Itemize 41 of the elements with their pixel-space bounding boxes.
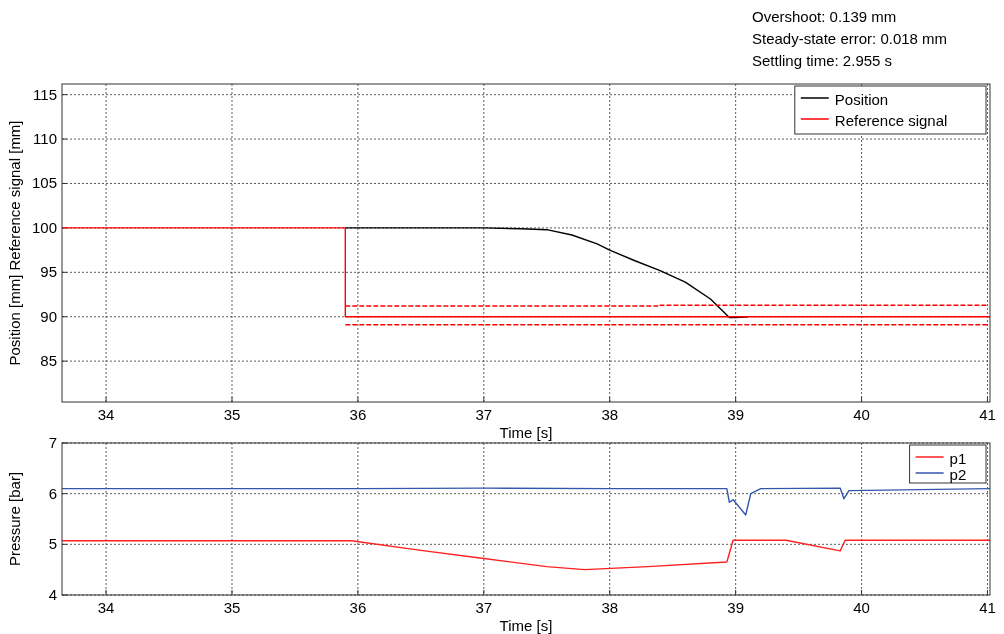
y-tick-label: 85 (40, 352, 57, 370)
x-tick-label: 35 (223, 406, 241, 423)
x-tick-label: 41 (979, 599, 996, 616)
line-series (344, 227, 749, 319)
legend-label: Reference signal (834, 112, 948, 129)
text: Steady-state error: 0.018 mm (752, 30, 948, 47)
y-tick-label: 105 (31, 174, 57, 192)
x-tick-label: 34 (97, 599, 115, 616)
legend-label: p1 (949, 450, 967, 467)
x-tick-label: 40 (853, 406, 870, 423)
line-series (61, 539, 991, 571)
x-axis-title: Time [s] (499, 617, 553, 634)
x-tick-label: 34 (97, 406, 115, 423)
x-tick-label: 37 (475, 599, 493, 616)
y-axis-title: Pressure [bar] (6, 471, 23, 567)
y-tick-label: 110 (33, 130, 57, 148)
x-tick-label: 39 (727, 406, 744, 423)
y-tick-label: 90 (40, 307, 57, 325)
y-axis-title: Position [mm] Reference signal [mm] (6, 120, 23, 366)
y-tick-label: 100 (31, 218, 57, 236)
y-tick-label: 95 (40, 263, 57, 281)
x-tick-label: 35 (223, 599, 241, 616)
legend-label: p2 (949, 466, 967, 483)
line-series (61, 487, 991, 516)
y-tick-label: 5 (48, 535, 57, 553)
y-tick-label: 4 (48, 586, 57, 603)
legend-label: Position (834, 91, 889, 108)
y-tick-label: 115 (33, 85, 57, 103)
x-tick-label: 37 (475, 406, 493, 423)
y-tick-label: 7 (48, 434, 57, 451)
y-tick-label: 6 (48, 484, 57, 502)
x-tick-label: 36 (349, 599, 367, 616)
x-tick-label: 38 (601, 599, 619, 616)
x-tick-label: 39 (727, 599, 744, 616)
x-axis-title: Time [s] (499, 424, 553, 441)
x-tick-label: 38 (601, 406, 619, 423)
text: Settling time: 2.955 s (752, 52, 893, 69)
text: Overshoot: 0.139 mm (752, 8, 897, 25)
x-tick-label: 36 (349, 406, 367, 423)
x-tick-label: 40 (853, 599, 870, 616)
x-tick-label: 41 (979, 406, 996, 423)
